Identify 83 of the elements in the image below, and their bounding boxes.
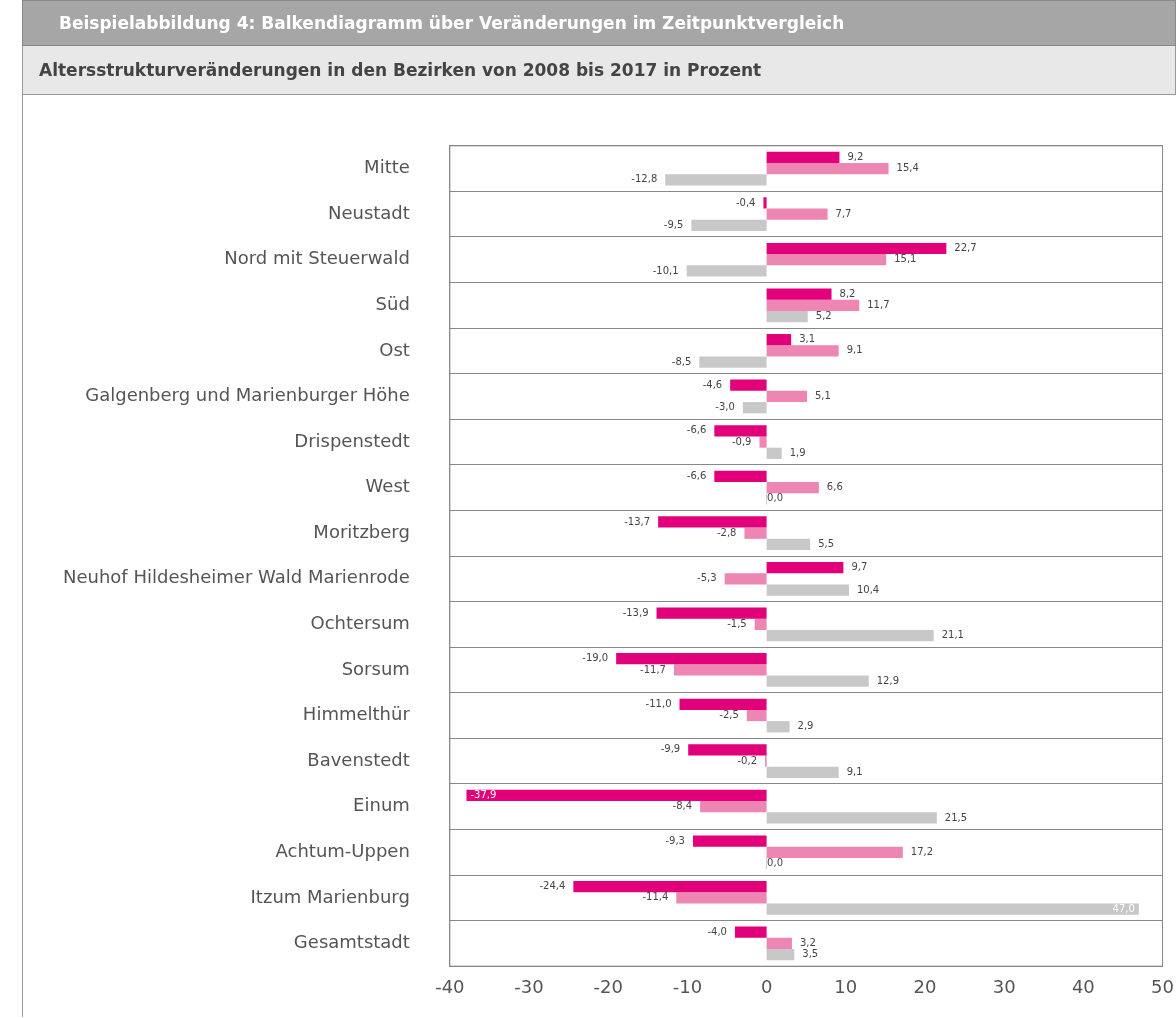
data-label: -10,1 [652, 264, 679, 276]
data-label: -3,0 [715, 401, 735, 413]
data-label: 21,1 [941, 629, 964, 641]
y-tick-label: Neustadt [327, 201, 410, 223]
data-label: -12,8 [631, 173, 658, 185]
x-tick-label: -10 [672, 975, 703, 997]
data-label: 22,7 [954, 242, 977, 254]
data-label: -13,9 [622, 606, 649, 618]
y-tick-label: Himmelthür [302, 703, 411, 725]
data-label: 2,9 [797, 720, 814, 732]
data-label: 8,2 [839, 287, 856, 299]
data-label: 9,1 [846, 765, 863, 777]
x-tick-label: 0 [760, 975, 773, 997]
data-label: 11,7 [867, 298, 890, 310]
data-label: 15,1 [894, 253, 917, 265]
data-label: -0,9 [731, 435, 752, 447]
y-tick-label: Nord mit Steuerwald [224, 247, 410, 269]
data-label: -37,9 [470, 789, 497, 801]
y-tick-label: Süd [375, 292, 410, 314]
data-label: 3,1 [799, 333, 816, 345]
data-label: 17,2 [910, 845, 934, 857]
data-label: 0,0 [767, 857, 784, 869]
y-tick-label: Ochtersum [310, 612, 410, 634]
data-label: 9,2 [847, 150, 864, 162]
data-label: 1,9 [789, 446, 806, 458]
x-tick-label: 50 [1151, 975, 1174, 997]
data-label: 5,2 [815, 310, 832, 322]
data-label: 9,1 [846, 344, 863, 356]
data-label: 15,4 [896, 162, 919, 174]
data-label: -11,7 [640, 663, 666, 675]
chart-title: Beispielabbildung 4: Balkendiagramm über Veränderungen im Zeitpunktvergleich [22, 0, 1176, 46]
y-tick-label: Bavenstedt [307, 748, 410, 770]
y-tick-label: Achtum-Uppen [275, 839, 410, 861]
data-label: 3,5 [802, 948, 819, 960]
data-label: -0,2 [737, 754, 758, 766]
data-label: -5,3 [697, 572, 717, 584]
data-label: -9,9 [660, 743, 681, 755]
data-label: -6,6 [686, 469, 707, 481]
x-tick-label: -20 [593, 975, 623, 997]
data-label: -8,5 [671, 355, 692, 367]
x-tick-label: -40 [435, 975, 465, 997]
data-label: -13,7 [624, 515, 651, 527]
y-tick-label: Neuhof Hildesheimer Wald Marienrode [63, 566, 410, 588]
y-tick-label: Moritzberg [313, 520, 410, 542]
data-label: -6,6 [686, 424, 707, 436]
x-tick-label: -30 [514, 975, 544, 997]
x-tick-label: 20 [913, 975, 937, 997]
data-label: -4,6 [702, 378, 723, 390]
data-label: -11,0 [645, 697, 672, 709]
y-tick-label: Ost [379, 338, 410, 360]
x-tick-label: 30 [992, 975, 1016, 997]
data-label: -4,0 [707, 925, 727, 937]
y-tick-label: Sorsum [341, 657, 410, 679]
data-label: -2,8 [716, 526, 737, 538]
data-label: -11,4 [642, 891, 669, 903]
y-tick-label: West [365, 475, 410, 497]
x-tick-label: 10 [834, 975, 858, 997]
data-label: 3,2 [799, 937, 816, 948]
data-label: 9,7 [851, 561, 868, 573]
data-label: 21,5 [944, 811, 968, 823]
data-label: -1,5 [727, 617, 747, 629]
data-label: 6,6 [826, 481, 843, 493]
y-tick-label: Einum [353, 794, 410, 816]
data-label: -2,5 [719, 709, 739, 721]
x-tick-label: 40 [1071, 975, 1095, 997]
data-label: 5,1 [814, 390, 831, 402]
data-label: 10,4 [856, 583, 880, 595]
y-tick-label: Gesamtstadt [293, 931, 410, 953]
y-tick-label: Itzum Marienburg [250, 885, 410, 907]
y-tick-label: Drispenstedt [294, 429, 410, 451]
data-label: 0,0 [767, 492, 784, 504]
data-label: -9,3 [665, 834, 685, 846]
y-tick-label: Galgenberg und Marienburger Höhe [85, 384, 410, 406]
data-label: -19,0 [582, 652, 609, 664]
data-label: 12,9 [876, 674, 900, 686]
chart-subtitle: Altersstrukturveränderungen in den Bezirken von 2008 bis 2017 in Prozent [22, 46, 1176, 95]
data-label: 7,7 [835, 207, 852, 219]
y-tick-label: Mitte [364, 156, 410, 178]
data-label: -0,4 [735, 196, 756, 208]
data-label: -9,5 [663, 219, 684, 230]
data-label: -24,4 [539, 880, 566, 892]
data-label: -8,4 [672, 800, 693, 812]
data-label: 5,5 [818, 538, 835, 550]
